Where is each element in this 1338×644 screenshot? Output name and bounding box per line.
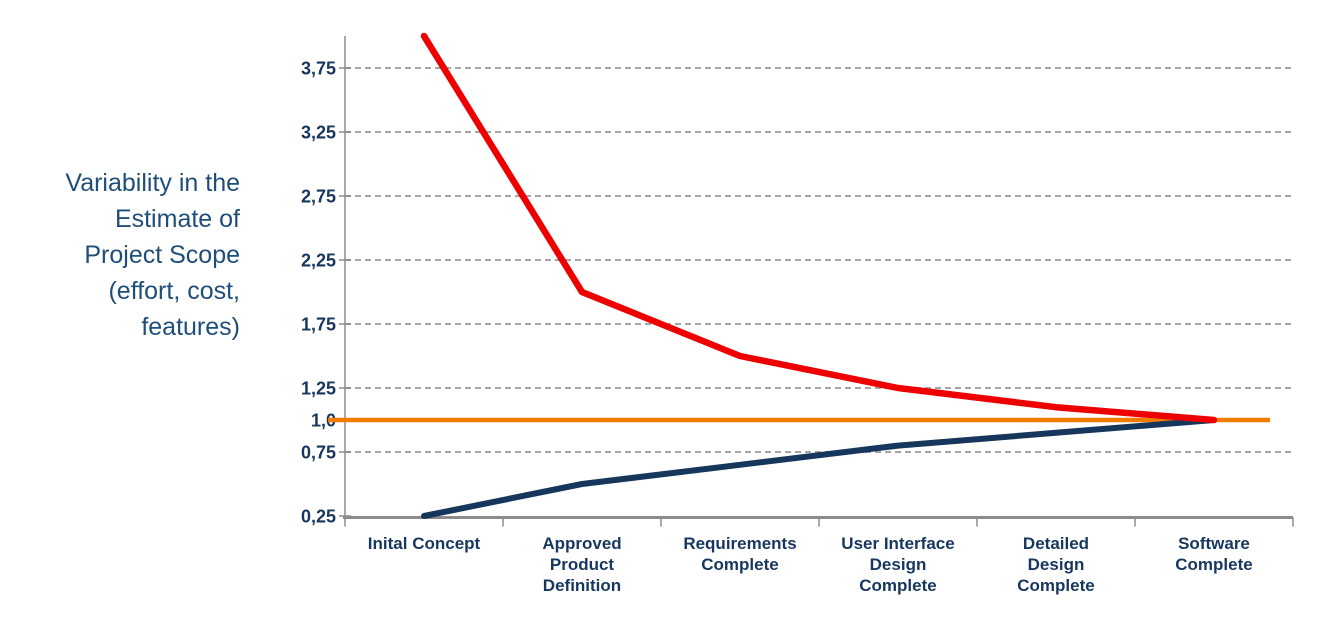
y-axis-title-line: Estimate of bbox=[114, 205, 240, 233]
y-tick-label: 2,25 bbox=[301, 251, 336, 271]
y-axis-title-line: features) bbox=[141, 313, 240, 341]
y-tick-label: 0,25 bbox=[301, 507, 336, 527]
y-axis-title-line: (effort, cost, bbox=[108, 277, 240, 305]
y-tick-label: 2,75 bbox=[301, 187, 336, 207]
y-tick-label: 1,75 bbox=[301, 315, 336, 335]
y-tick-label: 0,75 bbox=[301, 443, 336, 463]
x-category-label: Inital Concept bbox=[368, 534, 481, 553]
y-tick-label: 1,0 bbox=[311, 411, 336, 431]
lower-estimate-line bbox=[421, 417, 1217, 519]
y-tick-label: 1,25 bbox=[301, 379, 336, 399]
x-category-label: Requirements Complete bbox=[683, 534, 796, 574]
upper-estimate-line bbox=[420, 32, 1218, 424]
x-category-label: Software Complete bbox=[1175, 534, 1252, 574]
y-tick-label: 3,75 bbox=[301, 59, 336, 79]
y-axis-title-line: Project Scope bbox=[84, 241, 240, 269]
y-tick-label: 3,25 bbox=[301, 123, 336, 143]
y-axis-title-line: Variability in the bbox=[65, 169, 240, 197]
x-category-label: Approved Product Definition bbox=[542, 534, 621, 595]
y-axis-title: Variability in the Estimate of Project Sco… bbox=[0, 165, 240, 345]
x-category-label: User Interface Design Complete bbox=[841, 534, 954, 595]
x-category-label: Detailed Design Complete bbox=[1017, 534, 1094, 595]
